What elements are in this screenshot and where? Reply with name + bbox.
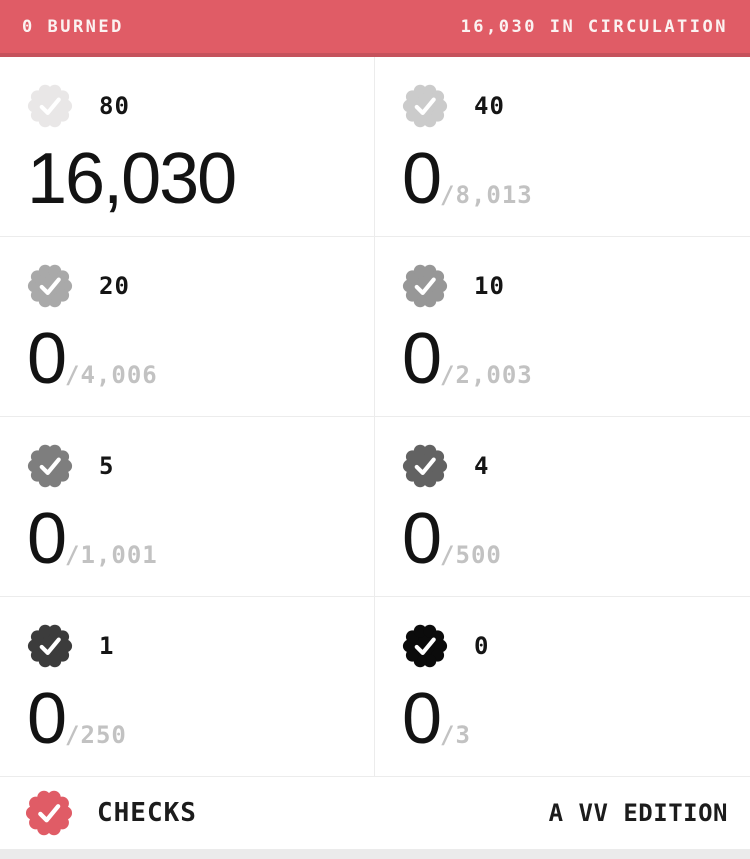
- card-head: 5: [27, 443, 374, 489]
- check-badge-icon: [402, 263, 448, 309]
- header-bar: 0 BURNED 16,030 IN CIRCULATION: [0, 0, 750, 57]
- circulation-count: 16,030 IN CIRCULATION: [460, 16, 728, 37]
- count-total: /250: [65, 721, 127, 749]
- check-card-40[interactable]: 40 0/8,013: [375, 57, 750, 237]
- check-card-20[interactable]: 20 0/4,006: [0, 237, 375, 417]
- check-badge-icon: [27, 83, 73, 129]
- card-value: 0/500: [402, 503, 750, 575]
- card-head: 0: [402, 623, 750, 669]
- check-badge-icon: [27, 443, 73, 489]
- card-head: 40: [402, 83, 750, 129]
- card-head: 1: [27, 623, 374, 669]
- count-value: 16,030: [27, 139, 237, 219]
- card-head: 4: [402, 443, 750, 489]
- card-label: 5: [99, 452, 115, 480]
- check-card-5[interactable]: 5 0/1,001: [0, 417, 375, 597]
- count-value: 0: [402, 139, 442, 219]
- count-total: /1,001: [65, 541, 158, 569]
- check-badge-icon: [402, 83, 448, 129]
- card-value: 0/1,001: [27, 503, 374, 575]
- card-head: 20: [27, 263, 374, 309]
- check-card-10[interactable]: 10 0/2,003: [375, 237, 750, 417]
- check-card-80[interactable]: 80 16,030: [0, 57, 375, 237]
- count-value: 0: [402, 499, 442, 579]
- card-label: 10: [474, 272, 505, 300]
- checks-grid: 80 16,030 40 0/8,013 20 0/4,006 10 0/2,0…: [0, 57, 750, 777]
- card-value: 0/3: [402, 683, 750, 755]
- count-value: 0: [402, 319, 442, 399]
- count-value: 0: [27, 679, 67, 759]
- card-value: 16,030: [27, 143, 374, 215]
- count-value: 0: [402, 679, 442, 759]
- count-value: 0: [27, 499, 67, 579]
- card-head: 10: [402, 263, 750, 309]
- card-label: 40: [474, 92, 505, 120]
- check-badge-icon: [27, 263, 73, 309]
- footer-bar: CHECKS A VV EDITION: [0, 777, 750, 849]
- bottom-strip: [0, 849, 750, 859]
- check-card-4[interactable]: 4 0/500: [375, 417, 750, 597]
- card-value: 0/4,006: [27, 323, 374, 395]
- card-label: 0: [474, 632, 490, 660]
- check-card-1[interactable]: 1 0/250: [0, 597, 375, 777]
- count-value: 0: [27, 319, 67, 399]
- card-label: 20: [99, 272, 130, 300]
- count-total: /8,013: [440, 181, 533, 209]
- card-value: 0/250: [27, 683, 374, 755]
- check-badge-icon: [27, 623, 73, 669]
- card-label: 4: [474, 452, 490, 480]
- card-label: 80: [99, 92, 130, 120]
- edition-label: A VV EDITION: [548, 799, 728, 827]
- card-head: 80: [27, 83, 374, 129]
- burned-count: 0 BURNED: [22, 16, 124, 37]
- count-total: /4,006: [65, 361, 158, 389]
- count-total: /2,003: [440, 361, 533, 389]
- check-badge-icon: [402, 623, 448, 669]
- card-value: 0/8,013: [402, 143, 750, 215]
- check-badge-icon: [402, 443, 448, 489]
- check-card-0[interactable]: 0 0/3: [375, 597, 750, 777]
- card-value: 0/2,003: [402, 323, 750, 395]
- count-total: /500: [440, 541, 502, 569]
- checks-logo-icon: [25, 789, 73, 837]
- count-total: /3: [440, 721, 471, 749]
- brand-title: CHECKS: [97, 798, 197, 828]
- card-label: 1: [99, 632, 115, 660]
